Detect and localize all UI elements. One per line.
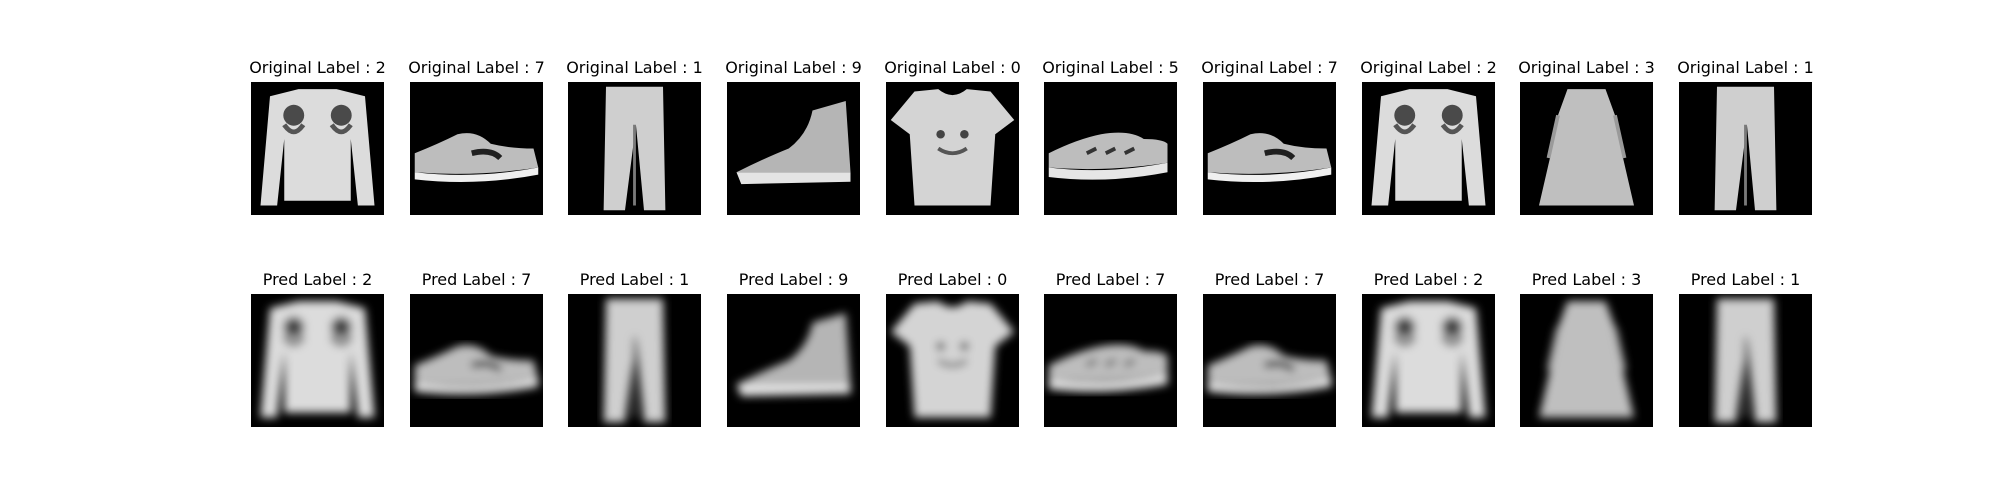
predicted-label-title: Pred Label : 9 xyxy=(738,270,849,289)
sneaker-image xyxy=(1203,82,1336,215)
original-label-title: Original Label : 0 xyxy=(884,58,1021,77)
original-label-title: Original Label : 2 xyxy=(1360,58,1497,77)
blurry-dress-image xyxy=(1520,294,1653,427)
predicted-label-title: Pred Label : 7 xyxy=(421,270,532,289)
pullover-image xyxy=(1362,82,1495,215)
sneaker-image xyxy=(410,82,543,215)
ankle-boot-image xyxy=(727,82,860,215)
original-label-title: Original Label : 9 xyxy=(725,58,862,77)
original-label-title: Original Label : 7 xyxy=(408,58,545,77)
blurry-trouser-image xyxy=(568,294,701,427)
trouser-image xyxy=(1679,82,1812,215)
tshirt-image xyxy=(886,82,1019,215)
blurry-sneaker-image xyxy=(1203,294,1336,427)
predicted-label-title: Pred Label : 7 xyxy=(1055,270,1166,289)
predicted-label-title: Pred Label : 3 xyxy=(1531,270,1642,289)
original-label-title: Original Label : 7 xyxy=(1201,58,1338,77)
blurry-trouser-image xyxy=(1679,294,1812,427)
predicted-label-title: Pred Label : 2 xyxy=(262,270,373,289)
predicted-label-title: Pred Label : 1 xyxy=(1690,270,1801,289)
blurry-ankle-boot-image xyxy=(727,294,860,427)
sandal-image xyxy=(1044,82,1177,215)
original-label-title: Original Label : 2 xyxy=(249,58,386,77)
original-label-title: Original Label : 5 xyxy=(1042,58,1179,77)
trouser-image xyxy=(568,82,701,215)
predicted-label-title: Pred Label : 1 xyxy=(579,270,690,289)
original-label-title: Original Label : 1 xyxy=(1677,58,1814,77)
original-label-title: Original Label : 3 xyxy=(1518,58,1655,77)
pullover-image xyxy=(251,82,384,215)
original-label-title: Original Label : 1 xyxy=(566,58,703,77)
predicted-label-title: Pred Label : 2 xyxy=(1373,270,1484,289)
dress-image xyxy=(1520,82,1653,215)
blurry-sandal-image xyxy=(1044,294,1177,427)
predicted-label-title: Pred Label : 0 xyxy=(897,270,1008,289)
predicted-label-title: Pred Label : 7 xyxy=(1214,270,1325,289)
blurry-pullover-image xyxy=(251,294,384,427)
blurry-pullover-image xyxy=(1362,294,1495,427)
blurry-sneaker-image xyxy=(410,294,543,427)
blurry-tshirt-image xyxy=(886,294,1019,427)
